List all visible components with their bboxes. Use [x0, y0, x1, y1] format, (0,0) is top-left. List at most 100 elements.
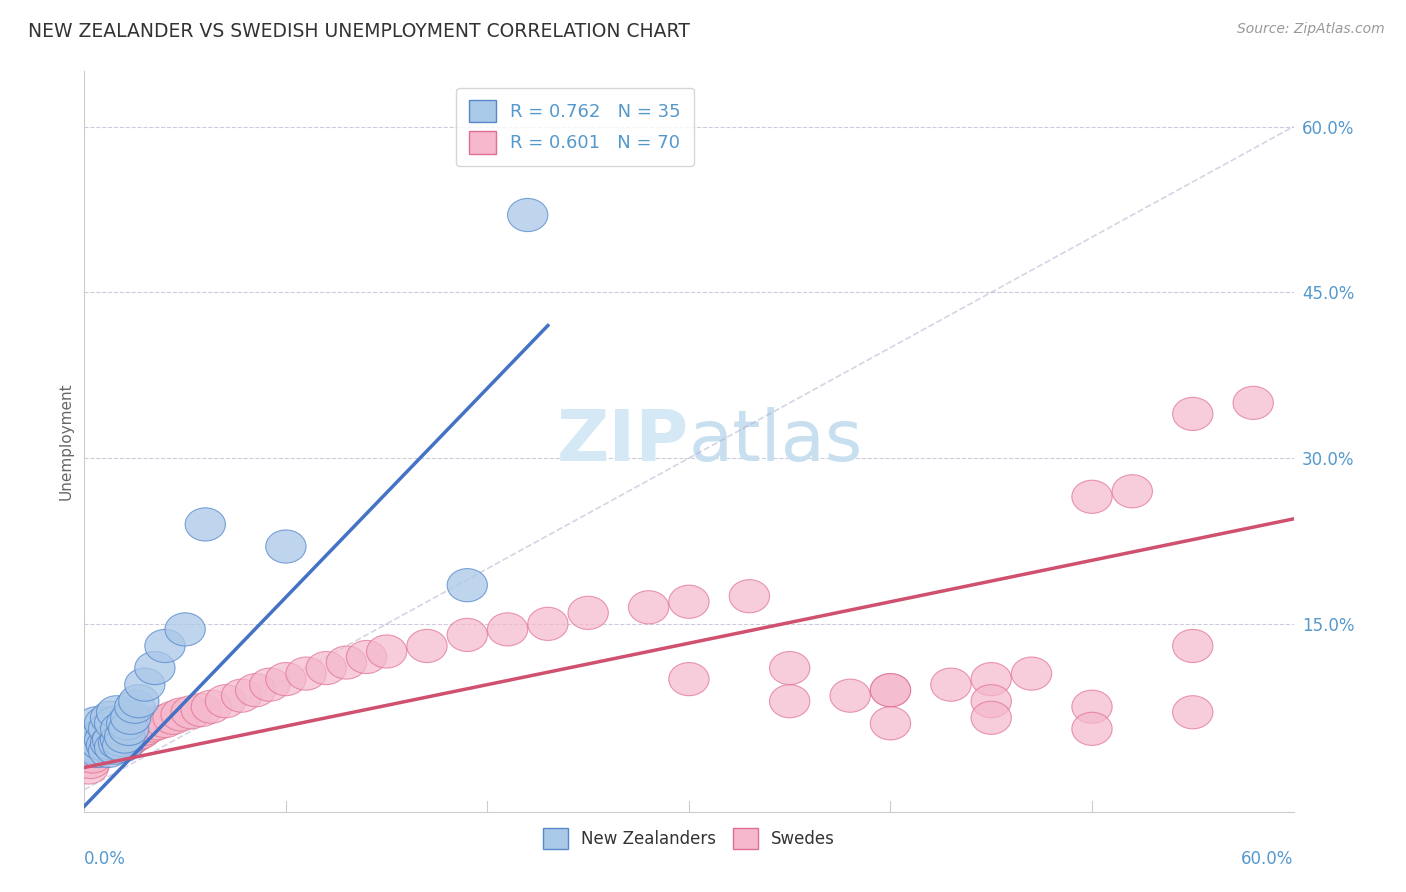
Ellipse shape: [118, 685, 159, 718]
Ellipse shape: [172, 696, 211, 729]
Ellipse shape: [870, 673, 911, 706]
Ellipse shape: [266, 530, 307, 563]
Ellipse shape: [75, 734, 115, 767]
Ellipse shape: [160, 698, 201, 731]
Ellipse shape: [125, 668, 165, 701]
Ellipse shape: [83, 727, 122, 760]
Ellipse shape: [669, 663, 709, 696]
Ellipse shape: [100, 727, 141, 760]
Ellipse shape: [1173, 630, 1213, 663]
Ellipse shape: [76, 731, 117, 764]
Ellipse shape: [86, 731, 127, 764]
Ellipse shape: [84, 729, 125, 762]
Ellipse shape: [447, 618, 488, 651]
Ellipse shape: [104, 720, 145, 753]
Ellipse shape: [83, 718, 122, 751]
Ellipse shape: [89, 713, 129, 746]
Ellipse shape: [972, 701, 1011, 734]
Ellipse shape: [94, 706, 135, 739]
Ellipse shape: [285, 657, 326, 690]
Ellipse shape: [508, 198, 548, 232]
Ellipse shape: [84, 723, 125, 756]
Ellipse shape: [367, 635, 406, 668]
Ellipse shape: [181, 693, 221, 727]
Ellipse shape: [115, 690, 155, 723]
Ellipse shape: [447, 568, 488, 602]
Ellipse shape: [97, 727, 136, 760]
Ellipse shape: [97, 696, 136, 729]
Ellipse shape: [93, 723, 132, 756]
Ellipse shape: [86, 729, 127, 762]
Text: NEW ZEALANDER VS SWEDISH UNEMPLOYMENT CORRELATION CHART: NEW ZEALANDER VS SWEDISH UNEMPLOYMENT CO…: [28, 22, 690, 41]
Ellipse shape: [972, 663, 1011, 696]
Ellipse shape: [870, 706, 911, 739]
Ellipse shape: [186, 508, 225, 541]
Ellipse shape: [1112, 475, 1153, 508]
Ellipse shape: [205, 685, 246, 718]
Ellipse shape: [107, 706, 146, 739]
Ellipse shape: [131, 709, 172, 742]
Ellipse shape: [1071, 480, 1112, 514]
Ellipse shape: [111, 701, 150, 734]
Ellipse shape: [250, 668, 290, 701]
Ellipse shape: [1173, 696, 1213, 729]
Ellipse shape: [70, 729, 111, 762]
Ellipse shape: [89, 734, 129, 767]
Ellipse shape: [135, 651, 176, 685]
Y-axis label: Unemployment: Unemployment: [58, 383, 73, 500]
Ellipse shape: [730, 580, 769, 613]
Ellipse shape: [108, 723, 149, 756]
Ellipse shape: [70, 746, 111, 779]
Ellipse shape: [1173, 397, 1213, 431]
Ellipse shape: [117, 718, 157, 751]
Ellipse shape: [76, 706, 117, 739]
Ellipse shape: [165, 613, 205, 646]
Ellipse shape: [72, 739, 112, 773]
Ellipse shape: [1071, 713, 1112, 746]
Ellipse shape: [94, 731, 135, 764]
Ellipse shape: [108, 713, 149, 746]
Ellipse shape: [527, 607, 568, 640]
Ellipse shape: [1011, 657, 1052, 690]
Ellipse shape: [79, 734, 118, 767]
Ellipse shape: [830, 679, 870, 713]
Ellipse shape: [1071, 690, 1112, 723]
Ellipse shape: [125, 713, 165, 746]
Ellipse shape: [145, 705, 186, 738]
Ellipse shape: [94, 729, 135, 762]
Ellipse shape: [136, 706, 177, 739]
Ellipse shape: [628, 591, 669, 624]
Ellipse shape: [90, 727, 131, 760]
Ellipse shape: [80, 731, 121, 764]
Ellipse shape: [221, 679, 262, 713]
Legend: New Zealanders, Swedes: New Zealanders, Swedes: [536, 822, 842, 855]
Ellipse shape: [84, 706, 125, 739]
Ellipse shape: [104, 727, 145, 760]
Ellipse shape: [103, 729, 143, 762]
Ellipse shape: [153, 701, 193, 734]
Ellipse shape: [93, 727, 132, 760]
Ellipse shape: [669, 585, 709, 618]
Ellipse shape: [121, 715, 160, 748]
Ellipse shape: [568, 596, 609, 630]
Ellipse shape: [769, 685, 810, 718]
Ellipse shape: [266, 663, 307, 696]
Ellipse shape: [90, 729, 131, 762]
Ellipse shape: [100, 713, 141, 746]
Ellipse shape: [931, 668, 972, 701]
Ellipse shape: [69, 751, 108, 784]
Ellipse shape: [98, 727, 139, 760]
Ellipse shape: [406, 630, 447, 663]
Ellipse shape: [972, 685, 1011, 718]
Text: 60.0%: 60.0%: [1241, 850, 1294, 869]
Ellipse shape: [769, 651, 810, 685]
Ellipse shape: [191, 690, 232, 723]
Text: ZIP: ZIP: [557, 407, 689, 476]
Ellipse shape: [112, 720, 153, 753]
Ellipse shape: [488, 613, 527, 646]
Text: Source: ZipAtlas.com: Source: ZipAtlas.com: [1237, 22, 1385, 37]
Ellipse shape: [1233, 386, 1274, 419]
Text: 0.0%: 0.0%: [84, 850, 127, 869]
Ellipse shape: [98, 729, 139, 762]
Ellipse shape: [346, 640, 387, 673]
